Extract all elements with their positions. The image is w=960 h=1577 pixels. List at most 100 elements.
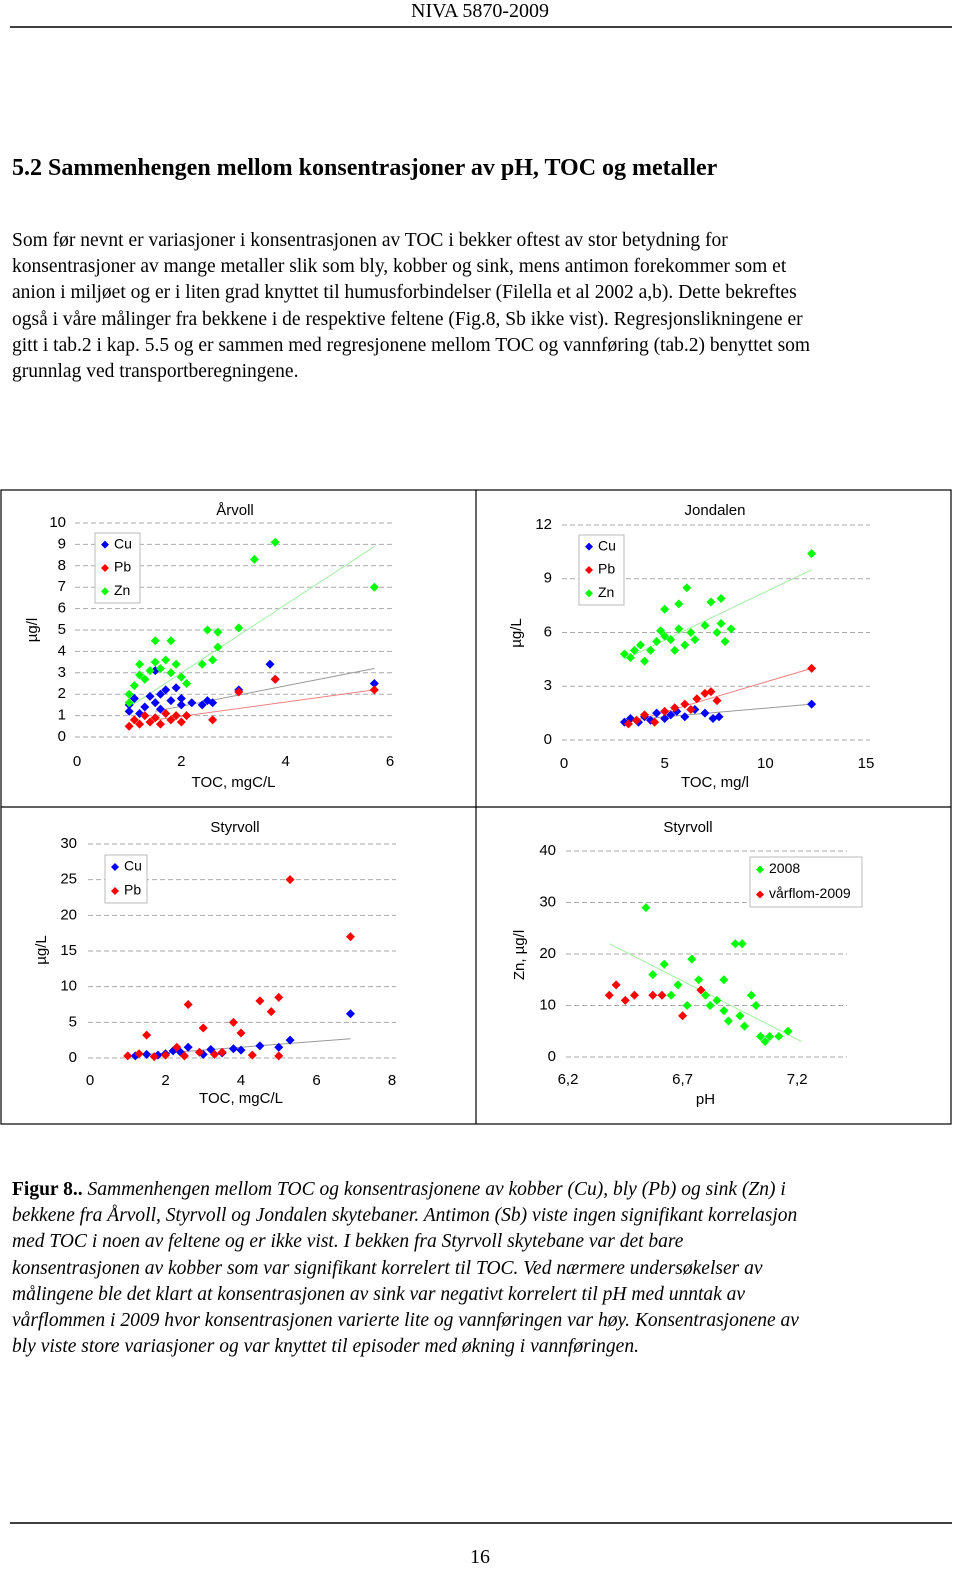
legend-marker bbox=[756, 865, 764, 874]
data-point bbox=[208, 715, 218, 725]
data-point bbox=[142, 1030, 152, 1040]
y-tick-label: 30 bbox=[60, 835, 77, 852]
x-tick-label: 6 bbox=[312, 1072, 320, 1089]
data-point bbox=[150, 713, 160, 723]
data-point bbox=[706, 597, 716, 607]
caption-label: Figur 8.. bbox=[12, 1179, 83, 1200]
data-point bbox=[726, 624, 736, 634]
legend-label: Cu bbox=[598, 537, 616, 553]
data-point bbox=[150, 698, 160, 708]
data-point bbox=[213, 642, 223, 652]
data-point bbox=[135, 670, 145, 680]
data-point bbox=[274, 1042, 284, 1052]
data-point bbox=[650, 717, 660, 727]
data-point bbox=[625, 653, 635, 663]
legend-label: Pb bbox=[124, 882, 141, 898]
text-line: anion i miljøet og er i liten grad knytt… bbox=[12, 282, 797, 304]
data-point bbox=[652, 708, 662, 718]
data-point bbox=[682, 583, 692, 593]
y-tick-label: 6 bbox=[58, 600, 66, 617]
trend-line bbox=[624, 569, 812, 660]
data-point bbox=[123, 1051, 133, 1061]
chart-title: Jondalen bbox=[685, 502, 746, 519]
data-point bbox=[631, 715, 641, 725]
caption-line: målingene ble det klart at konsentrasjon… bbox=[12, 1282, 799, 1308]
y-tick-label: 20 bbox=[60, 906, 77, 923]
data-point bbox=[640, 656, 650, 666]
y-tick-label: 7 bbox=[58, 578, 66, 595]
section-title: 5.2 Sammenhengen mellom konsentrasjoner … bbox=[12, 155, 718, 181]
data-point bbox=[659, 959, 669, 969]
data-point bbox=[369, 679, 379, 688]
data-point bbox=[640, 710, 650, 720]
data-point bbox=[641, 903, 651, 913]
data-point bbox=[274, 992, 284, 1002]
legend-marker bbox=[101, 564, 109, 572]
data-point bbox=[619, 649, 629, 659]
data-point bbox=[285, 875, 295, 885]
caption-text: bly viste store variasjoner og var knytt… bbox=[12, 1336, 639, 1358]
y-tick-label: 9 bbox=[544, 570, 552, 587]
y-tick-label: 12 bbox=[535, 516, 552, 533]
y-tick-label: 40 bbox=[539, 842, 556, 859]
data-point bbox=[234, 623, 244, 633]
legend-label: Zn bbox=[598, 584, 614, 600]
data-point bbox=[266, 1007, 276, 1017]
y-tick-label: 10 bbox=[49, 514, 66, 531]
data-point bbox=[129, 693, 139, 703]
caption-text: målingene ble det klart at konsentrasjon… bbox=[12, 1283, 746, 1305]
data-point bbox=[765, 1031, 775, 1041]
data-point bbox=[234, 687, 244, 697]
data-point bbox=[714, 712, 724, 722]
legend-box bbox=[749, 856, 863, 908]
data-point bbox=[149, 1052, 159, 1062]
data-point bbox=[666, 710, 676, 720]
data-point bbox=[706, 687, 716, 697]
caption-line: bekkene fra Årvoll, Styrvoll og Jondalen… bbox=[12, 1203, 799, 1229]
data-point bbox=[694, 975, 704, 985]
y-tick-label: 4 bbox=[58, 642, 66, 659]
data-point bbox=[210, 1049, 220, 1059]
data-point bbox=[674, 624, 684, 634]
x-tick-label: 0 bbox=[73, 753, 81, 770]
data-point bbox=[723, 1016, 733, 1026]
y-tick-label: 2 bbox=[58, 685, 66, 702]
data-point bbox=[751, 1001, 761, 1010]
data-point bbox=[739, 1021, 749, 1031]
caption-text: vårflommen i 2009 hvor konsentrasjonen v… bbox=[12, 1310, 799, 1332]
caption-line: Figur 8.. Sammenhengen mellom TOC og kon… bbox=[12, 1177, 799, 1203]
legend-marker bbox=[101, 540, 109, 549]
caption-text: med TOC i noen av feltene og er ikke vis… bbox=[12, 1231, 684, 1253]
data-point bbox=[712, 628, 722, 637]
data-point bbox=[720, 636, 730, 646]
data-point bbox=[255, 1041, 265, 1051]
x-axis-label: TOC, mg/l bbox=[681, 774, 749, 791]
data-point bbox=[760, 1037, 770, 1047]
data-point bbox=[182, 711, 192, 721]
data-point bbox=[236, 1028, 246, 1038]
data-point bbox=[161, 655, 171, 665]
y-tick-label: 20 bbox=[539, 945, 556, 962]
legend-marker bbox=[585, 589, 593, 598]
text-line: Som før nevnt er variasjoner i konsentra… bbox=[12, 230, 728, 251]
data-point bbox=[660, 604, 670, 614]
data-point bbox=[646, 645, 656, 655]
data-point bbox=[604, 990, 614, 1000]
data-point bbox=[155, 689, 165, 699]
data-point bbox=[161, 685, 171, 695]
header: NIVA 5870-2009 bbox=[411, 0, 549, 22]
y-tick-label: 3 bbox=[544, 677, 552, 694]
data-point bbox=[140, 674, 150, 684]
y-tick-label: 6 bbox=[544, 623, 552, 640]
y-tick-label: 5 bbox=[69, 1013, 77, 1030]
text-line: også i våre målinger fra bekkene i de re… bbox=[12, 308, 803, 330]
y-tick-label: 9 bbox=[58, 535, 66, 552]
x-tick-label: 6,2 bbox=[558, 1071, 579, 1088]
page-number: 16 bbox=[470, 1546, 490, 1568]
x-tick-label: 0 bbox=[560, 755, 568, 772]
data-point bbox=[183, 1000, 193, 1009]
y-tick-label: 0 bbox=[544, 731, 552, 748]
data-point bbox=[807, 699, 817, 709]
data-point bbox=[657, 990, 667, 1000]
